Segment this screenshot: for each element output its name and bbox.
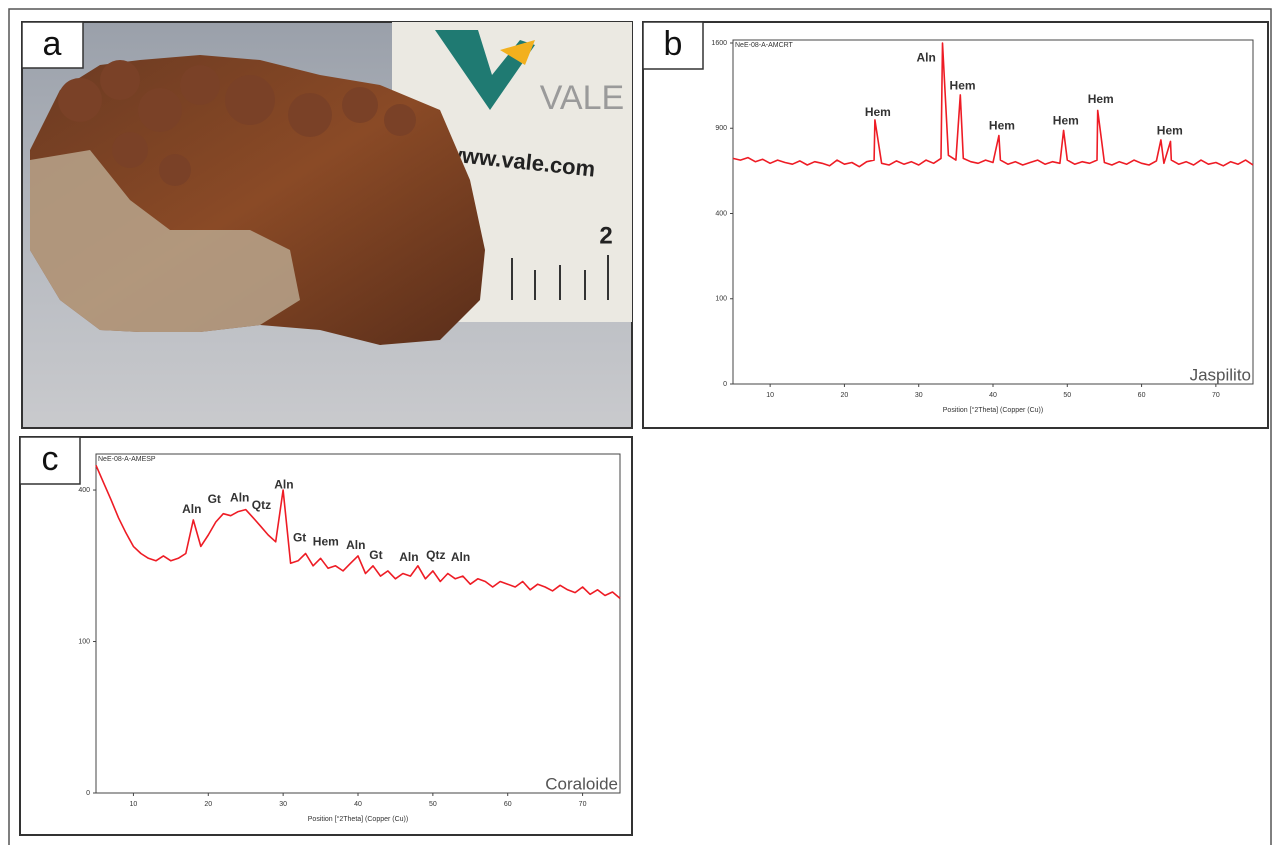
peak-label: Hem bbox=[865, 105, 891, 119]
photo-panel: VALE www.vale.com 2 a bbox=[22, 22, 632, 428]
x-tick-label: 70 bbox=[579, 801, 587, 808]
x-tick-label: 50 bbox=[429, 801, 437, 808]
y-tick-label: 900 bbox=[715, 125, 727, 132]
x-axis-label: Position [°2Theta] (Copper (Cu)) bbox=[308, 815, 408, 823]
x-tick-label: 60 bbox=[1138, 392, 1146, 399]
logo-text: VALE bbox=[540, 79, 624, 117]
x-tick-label: 40 bbox=[354, 801, 362, 808]
peak-label: Qtz bbox=[252, 498, 271, 512]
peak-label: Gt bbox=[369, 548, 382, 562]
x-tick-label: 40 bbox=[989, 392, 997, 399]
panel-label: a bbox=[43, 25, 62, 63]
x-tick-label: 30 bbox=[279, 801, 287, 808]
peak-label: Hem bbox=[950, 78, 976, 92]
y-tick-label: 0 bbox=[86, 790, 90, 797]
peak-label: Aln bbox=[346, 538, 365, 552]
y-tick-label: 0 bbox=[723, 381, 727, 388]
y-tick-label: 400 bbox=[78, 487, 90, 494]
figure: VALE www.vale.com 2 a 010040090016001020… bbox=[0, 0, 1272, 845]
x-tick-label: 60 bbox=[504, 801, 512, 808]
y-tick-label: 100 bbox=[78, 638, 90, 645]
y-tick-label: 1600 bbox=[711, 40, 727, 47]
panel-frame bbox=[20, 437, 632, 835]
panel-label: b bbox=[664, 25, 683, 63]
peak-label: Aln bbox=[916, 50, 935, 64]
peak-label: Hem bbox=[1088, 92, 1114, 106]
sample-title: NeE-08-A-AMESP bbox=[98, 456, 156, 463]
x-tick-label: 70 bbox=[1212, 392, 1220, 399]
peak-label: Aln bbox=[451, 550, 470, 564]
peak-label: Gt bbox=[208, 492, 221, 506]
x-tick-label: 10 bbox=[766, 392, 774, 399]
x-tick-label: 10 bbox=[130, 801, 138, 808]
peak-label: Hem bbox=[989, 118, 1015, 132]
sample-name: Jaspilito bbox=[1190, 365, 1251, 384]
y-tick-label: 100 bbox=[715, 296, 727, 303]
peak-label: Aln bbox=[274, 477, 293, 491]
peak-label: Gt bbox=[293, 530, 306, 544]
y-tick-label: 400 bbox=[715, 210, 727, 217]
peak-label: Hem bbox=[1157, 123, 1183, 137]
peak-label: Qtz bbox=[426, 548, 445, 562]
peak-label: Aln bbox=[399, 550, 418, 564]
panel-label: c bbox=[42, 440, 59, 478]
sample-title: NeE-08-A-AMCRT bbox=[735, 42, 794, 49]
x-axis-label: Position [°2Theta] (Copper (Cu)) bbox=[943, 406, 1043, 414]
peak-label: Hem bbox=[313, 534, 339, 548]
x-tick-label: 50 bbox=[1063, 392, 1071, 399]
x-tick-label: 30 bbox=[915, 392, 923, 399]
peak-label: Hem bbox=[1053, 113, 1079, 127]
x-tick-label: 20 bbox=[841, 392, 849, 399]
scale-number: 2 bbox=[599, 222, 612, 249]
peak-label: Aln bbox=[182, 502, 201, 516]
peak-label: Aln bbox=[230, 490, 249, 504]
x-tick-label: 20 bbox=[204, 801, 212, 808]
sample-name: Coraloide bbox=[545, 774, 618, 793]
